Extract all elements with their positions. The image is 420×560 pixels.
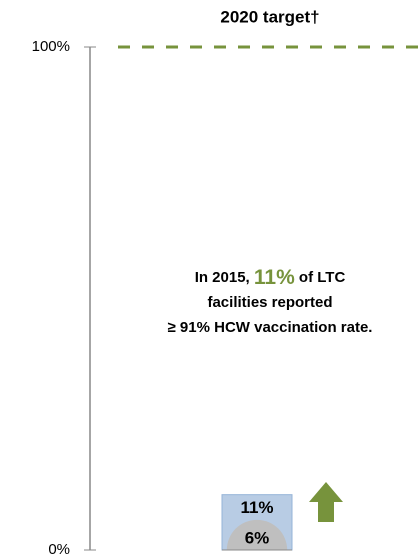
baseline-semicircle (226, 519, 288, 550)
up-arrow (309, 482, 343, 522)
annotation-text: In 2015, (195, 269, 254, 286)
value-label: 11% (240, 498, 273, 517)
annotation-line: ≥ 91% HCW vaccination rate. (168, 319, 373, 336)
y-tick-label: 100% (32, 38, 70, 55)
value-label: 6% (245, 528, 270, 547)
annotation-text: facilities reported (207, 294, 332, 311)
annotation-text: of LTC (295, 269, 346, 286)
annotation-line: facilities reported (207, 294, 332, 311)
annotation-line: In 2015, 11% of LTC (195, 266, 346, 289)
annotation-text: ≥ 91% HCW vaccination rate. (168, 319, 373, 336)
y-tick-label: 0% (48, 541, 70, 558)
annotation-highlight: 11% (254, 266, 295, 289)
target-label: 2020 target† (220, 7, 319, 26)
